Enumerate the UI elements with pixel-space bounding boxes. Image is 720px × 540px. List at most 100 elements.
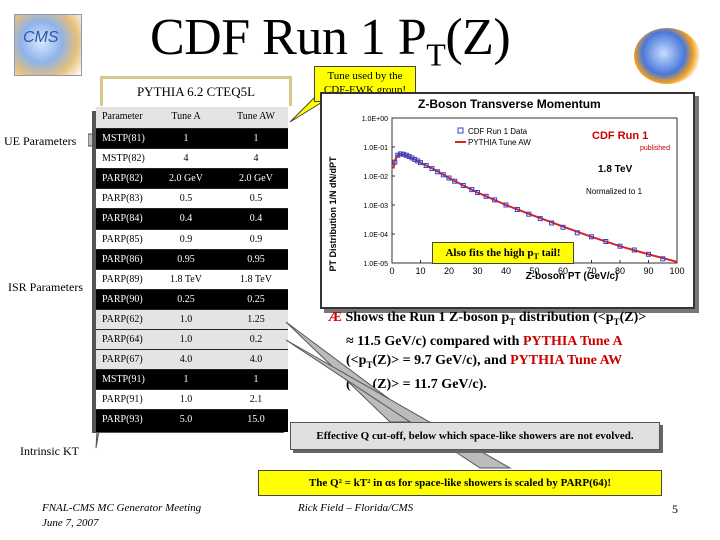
bullet-paragraph: Æ Shows the Run 1 Z-boson pT distributio… xyxy=(328,308,708,398)
high-pt-text: Also fits the high p xyxy=(445,247,534,259)
data-point xyxy=(603,239,609,244)
row-parameter: MSTP(81) xyxy=(102,133,145,144)
bullet-l1a: Shows the Run 1 Z-boson p xyxy=(345,310,510,325)
row-tune-a: 5.0 xyxy=(179,414,193,426)
legend-marker-data xyxy=(457,127,464,134)
chart-energy-label: 1.8 TeV xyxy=(598,164,633,175)
data-point xyxy=(475,190,480,195)
row-tune-a: 1.0 xyxy=(179,313,193,325)
data-point xyxy=(452,178,458,184)
row-tune-a: 1 xyxy=(183,133,189,144)
row-tune-aw: 0.9 xyxy=(249,233,263,245)
data-point xyxy=(469,187,475,193)
high-pt-callout: Also fits the high pT tail! xyxy=(432,242,574,264)
data-point xyxy=(435,169,441,175)
x-tick-label: 40 xyxy=(501,266,511,276)
row-parameter: PARP(64) xyxy=(102,334,143,345)
row-tune-aw: 0.4 xyxy=(249,213,263,225)
header-tune-aw: Tune AW xyxy=(236,111,275,122)
data-point xyxy=(400,151,406,157)
q-cutoff-callout: Effective Q cut-off, below which space-l… xyxy=(290,422,660,450)
data-point xyxy=(440,172,446,178)
row-tune-a: 0.25 xyxy=(177,293,195,305)
bullet-line-3: (<pT(Z)> = 9.7 GeV/c), and PYTHIA Tune A… xyxy=(328,351,708,375)
x-tick-label: 70 xyxy=(586,266,596,276)
cms-logo-text: CMS xyxy=(23,29,59,46)
row-tune-aw: 0.25 xyxy=(247,293,265,305)
row-tune-aw: 1.8 TeV xyxy=(240,273,272,285)
bullet-l2-red: PYTHIA Tune A xyxy=(522,333,623,349)
table-row: PARP(62) 1.0 1.25 xyxy=(96,308,288,332)
row-parameter: MSTP(91) xyxy=(102,374,145,386)
bullet-l1b: distribution (<p xyxy=(515,310,614,325)
data-point xyxy=(589,234,594,240)
chart-norm-label: Normalized to 1 xyxy=(586,187,643,196)
table-row: PARP(93) 5.0 15.0 xyxy=(96,409,288,433)
table-row: MSTP(82) 4 4 xyxy=(96,148,288,172)
data-point xyxy=(646,251,651,257)
row-parameter: PARP(85) xyxy=(102,233,143,245)
data-point xyxy=(537,216,543,222)
title-suffix: (Z) xyxy=(445,9,511,66)
y-tick-label: 1.0E-05 xyxy=(363,261,388,268)
row-parameter: PARP(93) xyxy=(102,414,143,426)
table-row: PARP(89) 1.8 TeV 1.8 TeV xyxy=(96,268,288,292)
pythia-label: PYTHIA 6.2 CTEQ5L xyxy=(136,84,256,99)
data-point xyxy=(526,211,532,217)
footer-author: Rick Field – Florida/CMS xyxy=(298,502,414,514)
bullet-line-2: ≈ 11.5 GeV/c) compared with PYTHIA Tune … xyxy=(328,332,708,351)
legend-aw-label: PYTHIA Tune AW xyxy=(468,138,531,147)
data-point xyxy=(492,197,498,203)
row-parameter: PARP(82) xyxy=(102,173,143,185)
row-tune-a: 1 xyxy=(183,374,189,386)
row-tune-aw: 1 xyxy=(253,374,259,386)
row-tune-aw: 1 xyxy=(253,133,259,144)
globe-logo-icon xyxy=(634,28,700,84)
data-point xyxy=(423,163,429,168)
y-tick-label: 1.0E-03 xyxy=(363,203,388,210)
table-row: PARP(82) 2.0 GeV 2.0 GeV xyxy=(96,168,288,192)
chart-status-label: published xyxy=(640,145,670,152)
data-point xyxy=(429,166,435,172)
data-point xyxy=(549,220,555,226)
table-row: PARP(67) 4.0 4.0 xyxy=(96,349,288,373)
parameter-table: Parameter Tune A Tune AW MSTP(81) 1 1 MSTP(… xyxy=(96,107,288,433)
row-parameter: PARP(89) xyxy=(102,273,143,285)
page-title: CDF Run 1 PT(Z) xyxy=(150,8,511,73)
bullet-l1c: (Z)> xyxy=(619,310,647,325)
z-boson-pt-chart: Z-Boson Transverse Momentum Z-boson PT (… xyxy=(328,97,685,282)
row-parameter: PARP(62) xyxy=(102,313,143,325)
title-main: CDF Run 1 P xyxy=(150,9,427,66)
bullet-line-1: Æ Shows the Run 1 Z-boson pT distributio… xyxy=(328,308,708,332)
footer-date: June 7, 2007 xyxy=(42,517,99,529)
row-tune-a: 4.0 xyxy=(179,354,193,366)
data-point xyxy=(617,243,623,249)
legend-data-label: CDF Run 1 Data xyxy=(468,127,528,136)
row-tune-aw: 4.0 xyxy=(249,354,263,366)
y-tick-label: 1.0E-04 xyxy=(363,232,388,239)
data-point xyxy=(560,224,566,230)
frame-line-right xyxy=(289,76,292,106)
data-point xyxy=(514,207,520,212)
row-tune-a: 1.0 xyxy=(179,394,193,406)
high-pt-suffix: tail! xyxy=(538,247,561,259)
row-parameter: PARP(83) xyxy=(102,193,143,205)
ue-parameters-label: UE Parameters xyxy=(4,134,77,148)
bullet-l4b: (Z)> = 11.7 GeV/c). xyxy=(372,376,487,392)
row-tune-a: 0.5 xyxy=(179,193,193,205)
row-tune-aw: 1.25 xyxy=(247,313,265,325)
row-parameter: MSTP(82) xyxy=(102,153,145,165)
x-tick-label: 10 xyxy=(415,266,425,276)
row-parameter: PARP(67) xyxy=(102,354,143,366)
data-point xyxy=(403,152,409,158)
x-tick-label: 60 xyxy=(558,266,568,276)
row-tune-aw: 0.2 xyxy=(249,334,263,345)
data-point xyxy=(460,183,466,188)
row-parameter: PARP(90) xyxy=(102,293,143,305)
table-header: Parameter Tune A Tune AW xyxy=(96,107,288,129)
data-point xyxy=(446,175,452,181)
row-tune-a: 2.0 GeV xyxy=(169,173,203,185)
x-tick-label: 0 xyxy=(389,266,394,276)
data-point xyxy=(574,230,580,236)
chart-xlabel: Z-boson PT (GeV/c) xyxy=(526,271,619,282)
